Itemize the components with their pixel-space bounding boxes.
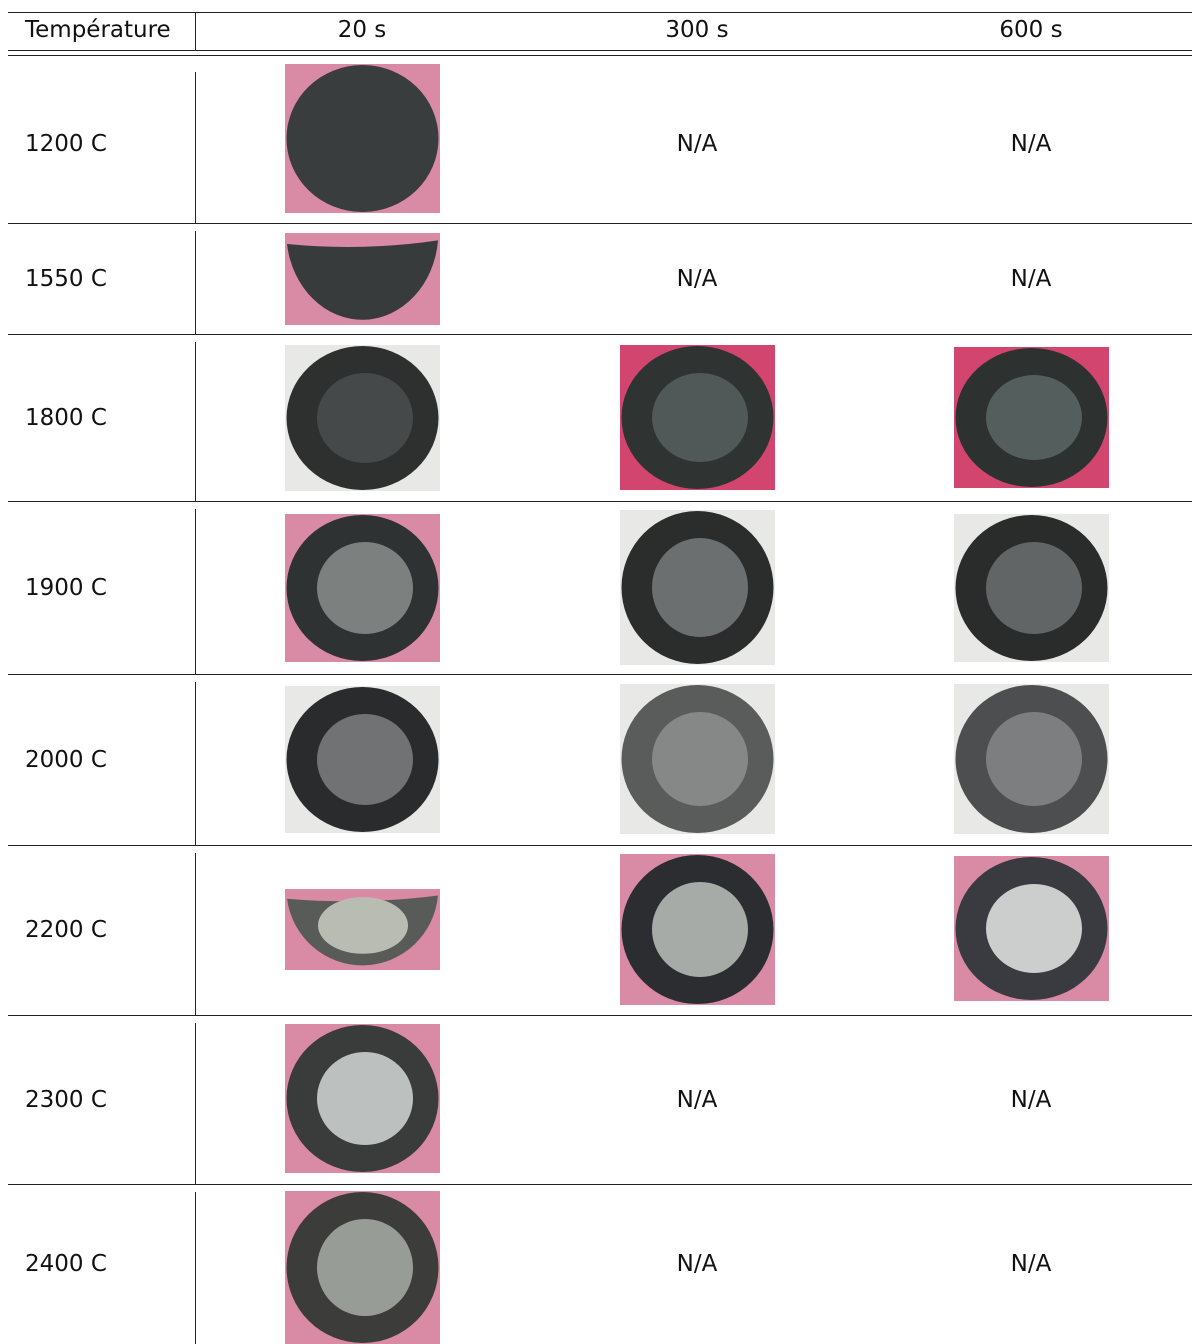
row-label: 1550 C: [25, 265, 107, 292]
row-rule: [8, 223, 1192, 224]
rule: [8, 55, 1192, 56]
photo-part: [317, 373, 413, 463]
sample-photo: [620, 345, 775, 490]
na-cell: N/A: [1010, 1086, 1052, 1113]
na-cell: N/A: [1010, 265, 1052, 292]
photo-part: [286, 65, 439, 212]
photo-part: [317, 1219, 413, 1316]
column-rule: [195, 682, 196, 845]
sample-photo: [285, 345, 440, 491]
sample-photo: [285, 889, 440, 970]
photo-part: [318, 897, 408, 954]
sample-photo: [620, 510, 775, 665]
photo-part: [986, 884, 1082, 973]
rule: [8, 12, 1192, 13]
na-cell: N/A: [1010, 130, 1052, 157]
sample-photo: [620, 854, 775, 1005]
row-label: 2200 C: [25, 917, 107, 943]
sample-photo: [285, 233, 440, 325]
row-rule: [8, 334, 1192, 335]
row-rule: [8, 845, 1192, 846]
sample-photo: [285, 1024, 440, 1173]
na-cell: N/A: [1010, 1251, 1052, 1277]
na-cell: N/A: [676, 130, 718, 157]
row-rule: [8, 674, 1192, 675]
sample-photo: [285, 686, 440, 833]
header-cell: 300 s: [665, 17, 729, 43]
photo-part: [652, 373, 748, 462]
sample-photo: [285, 514, 440, 662]
sample-photo: [954, 347, 1109, 488]
sample-photo: [285, 64, 440, 213]
row-label: 1200 C: [25, 130, 107, 157]
photo-part: [317, 1052, 413, 1145]
row-rule: [8, 1015, 1192, 1016]
column-rule: [195, 1023, 196, 1184]
photo-part: [652, 882, 748, 977]
sample-photo: [954, 856, 1109, 1001]
photo-part: [652, 712, 748, 806]
header-cell: 600 s: [999, 17, 1063, 43]
column-rule: [195, 509, 196, 674]
sample-photo: [954, 684, 1109, 834]
row-label: 1900 C: [25, 574, 107, 601]
na-cell: N/A: [676, 265, 718, 292]
row-label: 2300 C: [25, 1086, 107, 1113]
row-label: 1800 C: [25, 404, 107, 431]
na-cell: N/A: [676, 1251, 718, 1277]
column-rule: [195, 853, 196, 1015]
photo-part: [317, 542, 413, 634]
column-rule: [195, 72, 196, 223]
photo-part: [986, 375, 1082, 460]
photo-part: [317, 714, 413, 805]
rule: [8, 50, 1192, 51]
column-rule: [195, 231, 196, 334]
header-cell: 20 s: [337, 17, 387, 43]
header-cell: Température: [25, 17, 171, 43]
row-label: 2000 C: [25, 746, 107, 773]
row-rule: [8, 1184, 1192, 1185]
photo-part: [986, 712, 1082, 806]
column-rule: [195, 12, 196, 50]
sample-photo: [285, 1191, 440, 1344]
column-rule: [195, 342, 196, 501]
photo-part: [652, 538, 748, 637]
row-label: 2400 C: [25, 1251, 107, 1277]
na-cell: N/A: [676, 1086, 718, 1113]
column-rule: [195, 1192, 196, 1344]
row-rule: [8, 501, 1192, 502]
sample-photo: [954, 514, 1109, 662]
photo-part: [986, 542, 1082, 634]
photo-part: [287, 240, 438, 320]
sample-photo: [620, 684, 775, 834]
